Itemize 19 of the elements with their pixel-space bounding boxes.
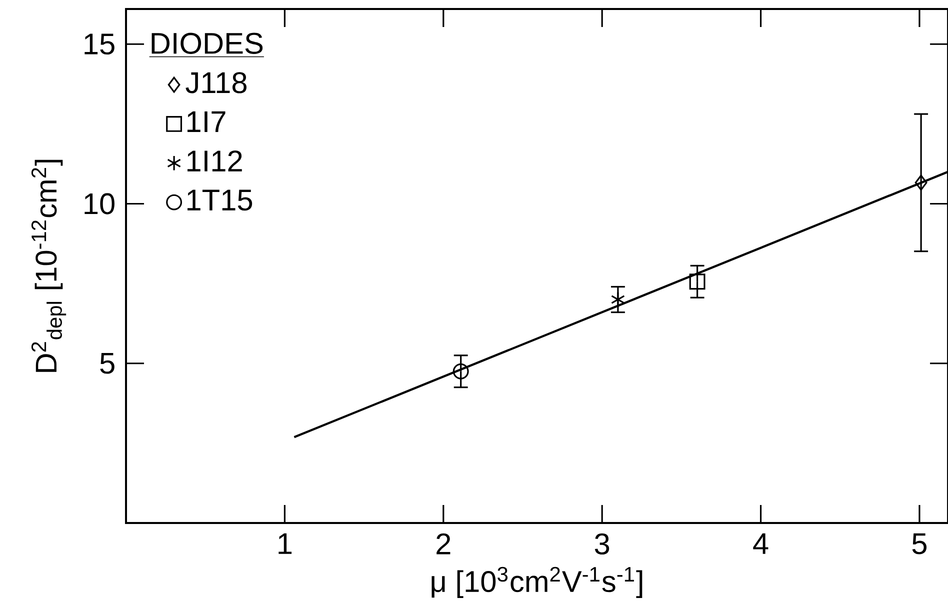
- point: [689, 274, 706, 290]
- point: [914, 174, 928, 191]
- point: [610, 292, 625, 308]
- legend-label: J118: [186, 72, 246, 94]
- x-tick-label: 5: [912, 533, 927, 554]
- y-tick-label: 15: [84, 34, 114, 55]
- legend-title: DIODES: [152, 32, 263, 54]
- text: μ [10$^{3}$cm$^{2}$V$^{-1}$s$^{-1}$]: [432, 566, 642, 598]
- legend-label: 1T15: [187, 190, 252, 211]
- legend-label: 1I12: [187, 150, 242, 172]
- y-tick-label: 10: [84, 193, 114, 214]
- x-tick-label: 1: [278, 533, 292, 554]
- point: [452, 363, 469, 380]
- x-tick-label: 2: [436, 533, 450, 554]
- x-tick-label: 4: [753, 533, 768, 554]
- x-tick-label: 3: [594, 533, 610, 555]
- legend-label: 1I7: [187, 111, 226, 132]
- y-tick-label: 5: [100, 352, 114, 374]
- y-axis-title: D$^{2}$$_{depl}$ [10$^{-12}$cm$^{2}$]: [31, 160, 66, 372]
